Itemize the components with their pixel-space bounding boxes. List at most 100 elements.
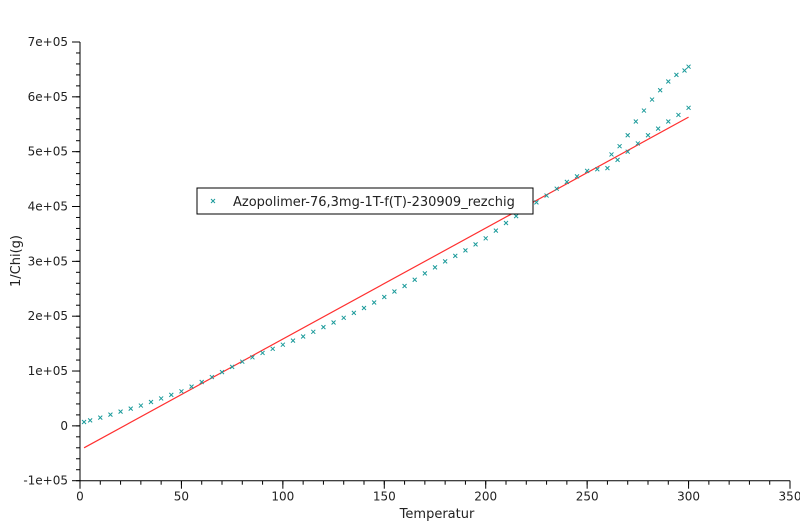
data-point [168,392,174,398]
y-tick-label: 1e+05 [28,364,68,378]
y-tick-label: 4e+05 [28,200,68,214]
marker-cross [493,228,499,233]
data-point [148,399,154,405]
marker-cross [361,305,367,311]
marker-cross [682,68,687,73]
data-point [452,253,458,259]
marker-cross [168,392,174,398]
y-tick-label: -1e+05 [23,474,68,488]
marker-cross [179,388,184,394]
marker-cross [503,220,509,226]
data-point [665,79,671,84]
data-point [128,406,134,411]
marker-cross [118,409,123,414]
legend: Azopolimer-76,3mg-1T-f(T)-230909_rezchig [196,187,534,215]
marker-cross [300,334,306,339]
data-point [625,132,631,138]
data-point [432,265,438,270]
y-tick-label: 3e+05 [28,254,68,268]
data-point [584,168,590,174]
marker-cross [381,294,387,300]
marker-cross [574,173,580,179]
marker-cross [108,412,113,417]
x-tick-label: 350 [779,490,800,504]
marker-cross [97,415,103,420]
marker-cross [412,277,418,283]
data-point [617,143,622,149]
data-point [351,310,357,316]
data-point [412,277,418,283]
marker-cross [270,346,276,352]
data-point [534,200,539,205]
y-tick-label: 5e+05 [28,145,68,159]
data-point [635,141,641,146]
data-point [674,72,679,78]
data-point [108,412,113,417]
legend-marker-icon [210,198,216,204]
data-point [87,418,93,423]
data-point [402,283,407,289]
marker-cross [686,105,691,111]
data-point [361,305,367,311]
marker-cross [158,396,164,401]
marker-cross [544,193,549,198]
marker-cross [513,213,519,219]
data-point [179,388,184,394]
data-point [219,369,225,375]
marker-cross [655,126,661,131]
marker-cross [199,379,205,385]
data-point [321,324,326,330]
data-point [280,342,286,348]
marker-cross [686,64,691,70]
marker-cross [665,79,671,84]
data-point [649,97,655,102]
marker-cross [290,338,296,343]
legend-marker [210,198,216,204]
axes: 0 50 100 150 200 250 300 350 -1e+05 0 1e+05 2e+05 3e… [23,35,800,504]
data-point [381,294,387,300]
data-point [641,108,647,113]
data-point [657,87,663,93]
marker-cross [452,253,458,259]
marker-cross [617,143,622,149]
marker-cross [657,87,663,93]
data-point [554,186,560,192]
data-point [473,241,478,247]
data-point [605,165,610,171]
marker-cross [635,141,641,146]
x-tick-label: 200 [474,490,497,504]
data-point [250,354,255,360]
marker-cross [432,265,438,270]
marker-cross [209,374,215,380]
data-point [594,166,600,172]
marker-cross [210,198,216,204]
x-tick-label: 150 [373,490,396,504]
marker-cross [605,165,610,171]
data-point [199,379,205,385]
data-point [392,289,397,294]
data-point [422,271,428,276]
x-axis-label: Temperatur [399,507,475,522]
marker-cross [442,258,448,264]
marker-cross [645,132,651,138]
data-point [310,329,316,335]
data-point [513,213,519,219]
data-point [260,350,265,356]
y-tick-label: 0 [60,419,68,433]
data-point [503,220,509,226]
data-point [442,258,448,264]
data-point [300,334,306,339]
marker-cross [422,271,428,276]
data-point [290,338,296,343]
marker-cross [239,359,245,365]
data-point [97,415,103,420]
marker-cross [641,108,647,113]
marker-cross [250,354,255,360]
marker-cross [564,179,570,185]
x-tick-label: 250 [576,490,599,504]
data-point [665,119,671,124]
marker-cross [609,152,614,157]
marker-cross [260,350,265,356]
data-point [633,119,639,124]
x-tick-label: 0 [76,490,84,504]
